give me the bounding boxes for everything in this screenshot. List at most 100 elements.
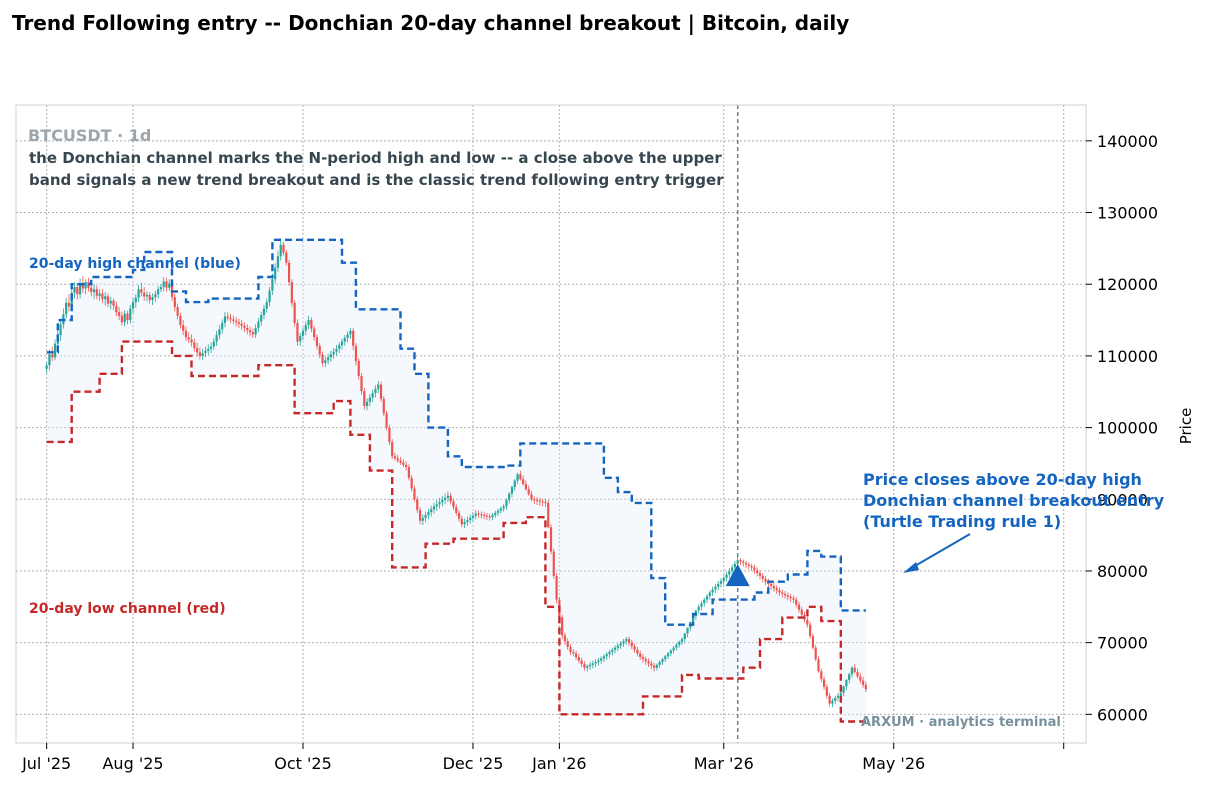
candle <box>625 636 628 645</box>
candle <box>513 479 516 491</box>
candle <box>761 573 764 583</box>
candle <box>580 657 583 668</box>
candle <box>352 327 355 351</box>
candle <box>836 692 840 702</box>
y-axis-label: Price <box>1177 408 1195 445</box>
candle <box>552 548 555 579</box>
candle <box>282 241 285 256</box>
candle <box>786 592 789 601</box>
candle <box>187 332 190 343</box>
candle <box>861 677 865 688</box>
candle <box>405 461 408 471</box>
candle <box>753 564 756 574</box>
candle <box>391 439 394 460</box>
candle <box>644 656 647 665</box>
candle <box>705 593 709 604</box>
candle <box>535 497 539 506</box>
candle <box>430 505 433 517</box>
candle <box>602 654 606 662</box>
candle <box>792 595 795 604</box>
candle <box>115 301 118 317</box>
candle <box>600 656 603 665</box>
candle <box>809 621 812 639</box>
candle <box>237 318 241 328</box>
candle <box>131 297 135 314</box>
description-line-1: the Donchian channel marks the N-period … <box>29 149 722 167</box>
candle <box>522 475 525 486</box>
candle <box>377 380 380 394</box>
candle <box>432 502 436 514</box>
candle <box>783 591 787 599</box>
x-tick-label: Jan '26 <box>531 754 587 773</box>
candle <box>627 636 631 646</box>
candle <box>756 567 759 577</box>
candle <box>719 578 723 588</box>
candle <box>664 654 667 662</box>
candle <box>463 518 466 528</box>
y-tick-label: 90000 <box>1097 490 1148 509</box>
candle <box>243 322 246 333</box>
x-tick-label: Jul '25 <box>21 754 71 773</box>
candle <box>276 251 280 273</box>
candle <box>563 632 567 645</box>
candle <box>98 289 101 301</box>
candle <box>335 345 338 356</box>
candle <box>343 335 346 346</box>
candle <box>154 290 157 303</box>
candle <box>519 470 522 481</box>
candle <box>193 338 196 352</box>
candle <box>51 346 54 361</box>
candle <box>338 342 341 354</box>
candle <box>402 459 405 468</box>
candle <box>293 299 296 327</box>
lower-channel-label: 20-day low channel (red) <box>29 601 226 617</box>
candle <box>396 454 399 463</box>
candle <box>856 668 859 679</box>
candle <box>561 614 564 640</box>
candle <box>613 645 617 654</box>
candle <box>527 485 530 496</box>
candle <box>485 512 489 521</box>
candlestick-series <box>45 239 867 708</box>
upper-channel-line <box>46 238 866 626</box>
y-tick-label: 100000 <box>1097 419 1158 438</box>
candle <box>307 315 310 330</box>
candle <box>268 287 271 307</box>
candle <box>619 641 622 650</box>
candle <box>622 639 625 647</box>
candle <box>204 346 207 358</box>
candle <box>410 474 413 492</box>
candle <box>235 317 238 327</box>
candle <box>697 604 700 614</box>
candle <box>340 338 344 350</box>
candle <box>496 508 500 516</box>
candle <box>795 596 798 608</box>
candle <box>65 297 68 319</box>
candle <box>129 305 132 324</box>
candle <box>332 348 335 359</box>
candle <box>251 328 254 338</box>
candle <box>229 313 232 323</box>
candle <box>310 317 313 333</box>
candle <box>806 616 809 628</box>
candle <box>853 664 856 674</box>
candle <box>246 324 249 335</box>
x-tick-label: Dec '25 <box>443 754 504 773</box>
candle <box>324 356 327 368</box>
candle <box>488 513 491 521</box>
candle <box>811 633 815 650</box>
candle <box>106 293 110 308</box>
candle <box>182 320 185 336</box>
candle <box>168 279 171 291</box>
candle <box>446 491 450 503</box>
candle <box>714 583 717 594</box>
candle <box>232 315 235 325</box>
channel-fill <box>46 239 866 722</box>
candle <box>45 362 48 374</box>
candle <box>541 498 544 507</box>
candle <box>530 490 533 502</box>
candle <box>583 661 586 671</box>
annotation-arrow <box>907 533 971 571</box>
candle <box>717 580 720 591</box>
candle <box>538 497 541 506</box>
